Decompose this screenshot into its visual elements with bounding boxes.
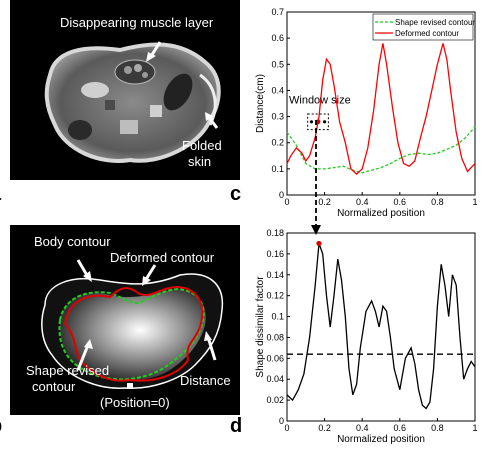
y-tick-label: 0 <box>279 190 284 200</box>
position-zero-label: (Position=0) <box>100 395 170 410</box>
legend-entry: Shape revised contour <box>395 18 475 27</box>
x-tick-label: 0.2 <box>318 197 331 207</box>
y-tick-label: 0.12 <box>266 291 284 301</box>
plot-frame <box>286 11 476 196</box>
x-axis-label: Normalized position <box>337 208 425 219</box>
series-line-shape-revised-contour <box>286 126 476 174</box>
legend-box <box>372 13 474 41</box>
window-point <box>309 120 314 124</box>
x-tick-label: 0.8 <box>431 423 444 433</box>
x-tick-label: 0.4 <box>356 197 369 207</box>
y-tick-label: 0.7 <box>271 7 284 17</box>
legend-entry: Deformed contour <box>395 29 459 38</box>
series-line-deformed-contour <box>286 43 476 175</box>
y-tick-label: 0.02 <box>266 395 284 405</box>
x-tick-label: 0.2 <box>318 423 331 433</box>
shape-dissimilar-plot: 0 0.2 0.4 0.6 0.8 1 0 0.02 0.04 0.06 0.08 0.1 0.12 0.… <box>255 228 478 445</box>
y-tick-label: 0.1 <box>271 164 284 174</box>
y-tick-label: 0.16 <box>266 249 284 259</box>
x-tick-label: 0.4 <box>356 423 369 433</box>
deformed-contour-label: Deformed contour <box>110 250 215 265</box>
x-tick-label: 0 <box>284 423 289 433</box>
window-link-arrow <box>311 120 321 235</box>
y-tick-label: 0.2 <box>271 138 284 148</box>
y-tick-label: 0.4 <box>271 85 284 95</box>
series-line-sdf <box>286 243 476 410</box>
contour-diagram <box>41 259 224 389</box>
x-axis-label: Normalized position <box>337 434 425 445</box>
panel-label-d: d <box>230 415 243 437</box>
x-tick-label: 0.8 <box>431 197 444 207</box>
body-contour-label: Body contour <box>34 234 111 249</box>
x-tick-label: 0.6 <box>394 197 407 207</box>
y-tick-label: 0.6 <box>271 33 284 43</box>
distance-plot: 0 0.2 0.4 0.6 0.8 1 0 0.1 0.2 0.3 0.4 0.5 0.6 0.7 Norm… <box>255 7 478 219</box>
x-tick-label: 1 <box>472 197 477 207</box>
y-tick-label: 0.06 <box>266 353 284 363</box>
peak-point <box>316 240 322 247</box>
panel-label-b: b <box>0 415 2 438</box>
panel-label-c: c <box>230 183 242 205</box>
window-size-label: Window size <box>289 95 351 107</box>
y-axis-label: Shape dissimilar factor <box>255 276 266 378</box>
panel-label-a: a <box>0 183 1 206</box>
plot-frame <box>286 232 476 422</box>
distance-label: Distance <box>180 373 231 388</box>
contour-illustration-panel: Body contour Deformed contour Shape revi… <box>10 225 240 415</box>
y-tick-label: 0.5 <box>271 59 284 69</box>
window-point <box>323 120 327 124</box>
y-axis-label: Distance(cm) <box>255 74 266 133</box>
y-tick-label: 0 <box>279 416 284 426</box>
x-tick-label: 1 <box>472 423 477 433</box>
x-tick-label: 0 <box>284 197 289 207</box>
folded-skin-label: Folded skin <box>182 138 222 169</box>
y-tick-label: 0.08 <box>266 332 284 342</box>
x-tick-label: 0.6 <box>394 423 407 433</box>
y-tick-label: 0.3 <box>271 112 284 122</box>
mri-image-panel: Disappearing muscle layer Folded skin <box>10 0 240 180</box>
deformed-contour-line <box>63 285 204 382</box>
y-tick-label: 0.14 <box>266 270 284 280</box>
y-tick-label: 0.18 <box>266 228 284 238</box>
shape-revised-label-line2: contour <box>32 379 76 394</box>
shape-revised-label-line1: Shape revised <box>26 363 109 378</box>
window-size-box <box>307 113 329 131</box>
y-tick-label: 0.1 <box>271 312 284 322</box>
mri-slice-image <box>44 41 221 163</box>
legend: Shape revised contour Deformed contour <box>372 13 475 41</box>
muscle-layer-label: Disappearing muscle layer <box>60 15 214 30</box>
position-zero-marker <box>127 383 133 389</box>
y-tick-label: 0.04 <box>266 374 284 384</box>
